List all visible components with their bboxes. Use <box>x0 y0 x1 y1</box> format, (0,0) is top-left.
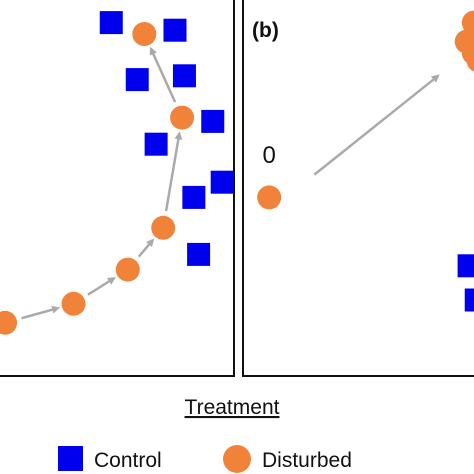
panel-b-frame <box>242 0 474 377</box>
legend-control-marker <box>58 446 83 471</box>
control-point <box>182 185 206 209</box>
legend-disturbed-label: Disturbed <box>262 449 352 472</box>
trajectory-arrow <box>149 46 177 103</box>
legend: Control Disturbed <box>58 445 352 473</box>
disturbed-point <box>115 257 140 282</box>
trajectory-arrow <box>313 74 440 176</box>
legend-disturbed-marker <box>223 445 251 473</box>
panel-b-plot: 0 <box>257 10 474 312</box>
control-point <box>144 132 168 156</box>
control-point <box>210 170 234 194</box>
annotation-label: 0 <box>263 142 276 169</box>
control-point <box>457 254 474 278</box>
control-point <box>163 18 187 42</box>
trajectory-arrow <box>164 131 183 212</box>
control-point <box>464 288 474 312</box>
control-point <box>201 109 225 133</box>
trajectory-arrow <box>21 305 61 320</box>
panel-a-plot <box>0 11 234 335</box>
disturbed-point <box>257 185 282 210</box>
disturbed-point <box>0 310 18 335</box>
disturbed-point <box>151 215 176 240</box>
x-axis-label: Treatment <box>185 396 280 419</box>
disturbed-point <box>461 41 474 65</box>
control-point <box>172 64 196 88</box>
trajectory-arrow <box>87 277 116 296</box>
disturbed-point <box>466 22 474 46</box>
control-point <box>99 11 123 35</box>
disturbed-point <box>170 105 195 130</box>
control-point <box>187 242 211 266</box>
disturbed-point <box>61 291 86 316</box>
control-point <box>125 68 149 92</box>
disturbed-point <box>132 22 157 46</box>
panel-b-label: (b) <box>252 19 279 42</box>
legend-control-label: Control <box>94 449 162 472</box>
panel-a-frame <box>0 0 235 377</box>
trajectory-arrow <box>137 238 155 258</box>
